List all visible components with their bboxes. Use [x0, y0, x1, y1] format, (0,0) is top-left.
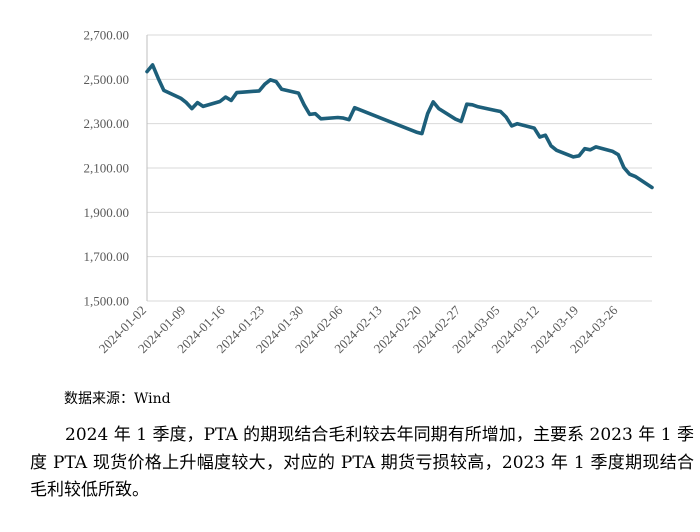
- data-source-note: 数据来源：Wind: [64, 391, 171, 407]
- y-tick-label: 2,300.00: [84, 116, 130, 131]
- gridlines: [147, 34, 652, 302]
- y-tick-label: 2,500.00: [84, 72, 130, 87]
- y-tick-label: 1,700.00: [84, 249, 130, 264]
- y-tick-label: 2,700.00: [84, 28, 130, 43]
- series-line: [145, 63, 654, 190]
- line-chart: 2,700.00 2,500.00 2,300.00 2,100.00 1,900.00…: [84, 28, 654, 356]
- body-paragraph: 2024 年 1 季度，PTA 的期现结合毛利较去年同期有所增加，主要系 202…: [30, 425, 694, 500]
- y-tick-label: 1,500.00: [84, 294, 130, 309]
- y-tick-label: 1,900.00: [84, 205, 130, 220]
- y-tick-label: 2,100.00: [84, 161, 130, 176]
- x-axis-ticks: 2024-01-022024-01-092024-01-162024-01-23…: [96, 302, 621, 356]
- y-axis-ticks: 2,700.00 2,500.00 2,300.00 2,100.00 1,900.00…: [84, 28, 130, 309]
